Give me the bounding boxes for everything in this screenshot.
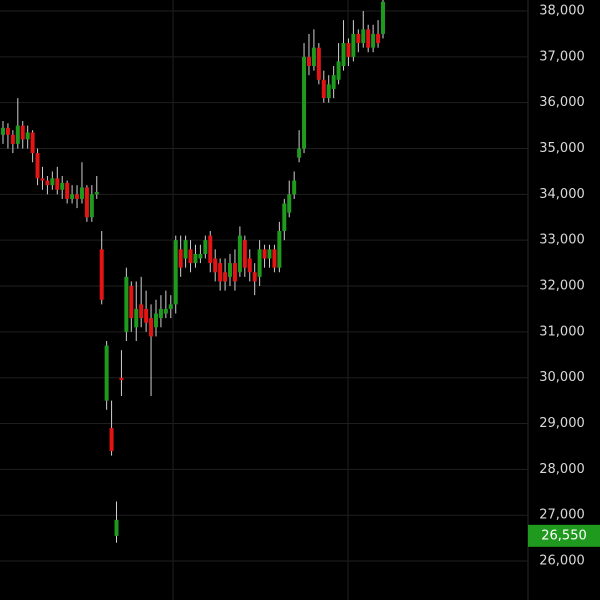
candle-body bbox=[144, 308, 149, 323]
y-tick-label: 34,000 bbox=[539, 187, 585, 202]
candle-body bbox=[55, 178, 60, 190]
y-tick-label: 30,000 bbox=[539, 370, 585, 385]
candle-body bbox=[208, 235, 213, 264]
candle-body bbox=[168, 304, 173, 309]
candle-body bbox=[252, 272, 257, 282]
candle-body bbox=[25, 132, 30, 140]
candle-body bbox=[75, 194, 80, 199]
candle-body bbox=[366, 29, 371, 48]
candle-body bbox=[341, 43, 346, 67]
candle-body bbox=[371, 33, 376, 48]
candle-body bbox=[316, 47, 321, 80]
candle-body bbox=[15, 125, 20, 144]
candle-body bbox=[198, 253, 203, 259]
candle-body bbox=[153, 313, 158, 328]
candle-body bbox=[94, 192, 99, 195]
candle-body bbox=[5, 127, 10, 135]
candle-body bbox=[119, 377, 124, 380]
candle-body bbox=[223, 272, 228, 282]
candle-body bbox=[84, 187, 89, 218]
y-tick-label: 33,000 bbox=[539, 233, 585, 248]
candle-body bbox=[114, 519, 119, 536]
candle-body bbox=[129, 286, 134, 319]
candle-body bbox=[272, 249, 277, 268]
y-tick-label: 26,000 bbox=[539, 554, 585, 569]
candle-body bbox=[242, 240, 247, 268]
y-tick-label: 38,000 bbox=[539, 4, 585, 19]
candle-body bbox=[35, 153, 40, 179]
candle-body bbox=[311, 47, 316, 67]
y-tick-label: 31,000 bbox=[539, 324, 585, 339]
candle-body bbox=[203, 240, 208, 254]
candle-body bbox=[326, 84, 331, 99]
candle-body bbox=[99, 249, 104, 300]
candle-body bbox=[381, 1, 385, 34]
candle-body bbox=[50, 178, 55, 186]
candle-body bbox=[20, 125, 25, 140]
candle-body bbox=[163, 308, 168, 314]
candle-body bbox=[188, 249, 193, 264]
candle-body bbox=[376, 33, 381, 44]
candle-body bbox=[232, 263, 237, 282]
candle-body bbox=[237, 235, 242, 273]
candle-body bbox=[158, 308, 163, 319]
candle-body bbox=[218, 263, 223, 282]
candle-body bbox=[70, 194, 75, 199]
candle-body bbox=[139, 304, 144, 319]
candle-body bbox=[104, 345, 109, 401]
candle-body bbox=[262, 249, 267, 259]
candle-body bbox=[351, 33, 356, 57]
candle-body bbox=[124, 276, 129, 332]
candle-body bbox=[213, 258, 218, 273]
y-tick-label: 28,000 bbox=[539, 462, 585, 477]
candle-body bbox=[336, 61, 341, 80]
candle-body bbox=[40, 178, 45, 181]
candle-body bbox=[267, 249, 272, 259]
candle-body bbox=[356, 33, 361, 44]
candle-body bbox=[149, 318, 154, 337]
candle-body bbox=[321, 79, 326, 99]
candle-body bbox=[10, 134, 15, 144]
candle-body bbox=[178, 249, 183, 268]
y-tick-label: 32,000 bbox=[539, 279, 585, 294]
candle-body bbox=[287, 194, 292, 213]
last-price-box bbox=[528, 524, 600, 547]
candle-body bbox=[30, 132, 35, 154]
candle-body bbox=[361, 29, 366, 44]
candle-body bbox=[257, 249, 262, 277]
candle-body bbox=[65, 182, 70, 199]
candle-body bbox=[60, 182, 65, 190]
candle-body bbox=[89, 194, 94, 218]
candle-body bbox=[302, 56, 307, 149]
candle-body bbox=[331, 75, 336, 89]
candle-body bbox=[247, 258, 252, 273]
candle-body bbox=[109, 428, 114, 452]
candle-body bbox=[346, 43, 351, 57]
candle-body bbox=[173, 240, 178, 305]
candle-body bbox=[228, 263, 233, 277]
candle-body bbox=[306, 56, 311, 67]
candle-body bbox=[134, 308, 139, 328]
last-price-label: 26,550 bbox=[541, 528, 587, 543]
y-tick-label: 37,000 bbox=[539, 49, 585, 64]
y-tick-label: 36,000 bbox=[539, 95, 585, 110]
candle-body bbox=[1, 127, 5, 135]
y-tick-label: 27,000 bbox=[539, 508, 585, 523]
candle-body bbox=[292, 180, 297, 195]
candle-body bbox=[297, 148, 302, 158]
candle-body bbox=[277, 231, 282, 268]
y-tick-label: 29,000 bbox=[539, 416, 585, 431]
candle-body bbox=[193, 253, 198, 264]
candle-body bbox=[183, 240, 188, 259]
candle-body bbox=[79, 187, 84, 199]
candle-body bbox=[45, 180, 50, 186]
candle-body bbox=[282, 203, 287, 232]
y-tick-label: 35,000 bbox=[539, 141, 585, 156]
